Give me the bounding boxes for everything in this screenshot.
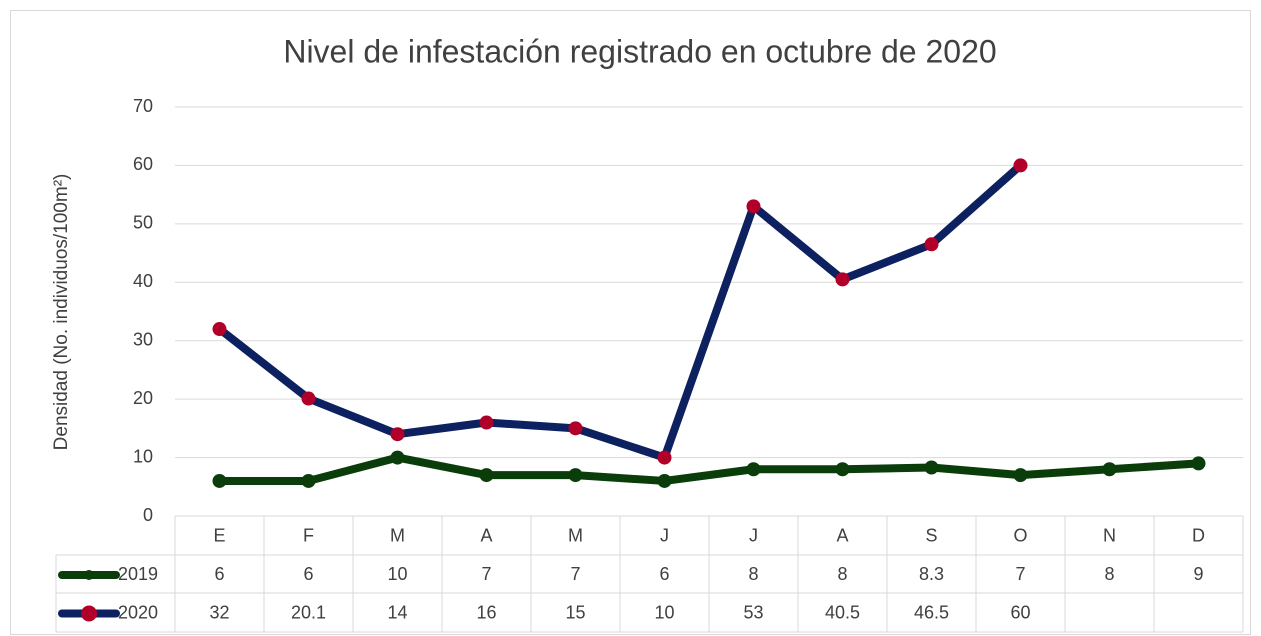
table-value: 8	[837, 564, 847, 584]
x-tick-label: M	[390, 525, 405, 545]
marker	[746, 462, 761, 477]
marker	[479, 415, 494, 430]
series-line	[217, 162, 1024, 462]
table-value: 10	[654, 602, 674, 622]
marker	[301, 391, 316, 406]
table-value: 9	[1193, 564, 1203, 584]
marker	[212, 473, 227, 488]
table-value: 8	[748, 564, 758, 584]
y-tick-label: 40	[133, 271, 153, 291]
marker	[835, 272, 850, 287]
marker	[390, 450, 405, 465]
marker	[1013, 468, 1028, 483]
marker	[746, 199, 761, 214]
legend-label: 2020	[118, 602, 158, 622]
marker	[924, 237, 939, 252]
table-value: 6	[303, 564, 313, 584]
table-value: 7	[481, 564, 491, 584]
table-value: 8	[1104, 564, 1114, 584]
marker	[212, 322, 227, 337]
table-value: 8.3	[919, 564, 944, 584]
y-tick-label: 20	[133, 388, 153, 408]
legend-marker	[81, 605, 97, 622]
chart-title: Nivel de infestación registrado en octub…	[283, 33, 996, 69]
x-tick-label: N	[1103, 525, 1116, 545]
x-tick-label: M	[568, 525, 583, 545]
marker	[1191, 456, 1206, 471]
legend-marker	[84, 570, 94, 580]
x-tick-label: O	[1013, 525, 1027, 545]
table-value: 60	[1010, 602, 1030, 622]
y-tick-label: 0	[143, 505, 153, 525]
marker	[657, 450, 672, 465]
table-value: 32	[209, 602, 229, 622]
x-tick-label: E	[213, 525, 225, 545]
y-axis-label: Densidad (No. individuos/100m²)	[51, 174, 72, 451]
marker	[1013, 158, 1028, 173]
y-tick-label: 30	[133, 329, 153, 349]
table-value: 16	[476, 602, 496, 622]
y-tick-label: 10	[133, 446, 153, 466]
table-value: 46.5	[914, 602, 949, 622]
x-tick-label: F	[303, 525, 314, 545]
marker	[835, 462, 850, 477]
marker	[657, 473, 672, 488]
y-tick-label: 50	[133, 213, 153, 233]
marker	[1102, 462, 1117, 477]
table-value: 20.1	[291, 602, 326, 622]
series-line	[219, 453, 1199, 485]
table-value: 40.5	[825, 602, 860, 622]
table-value: 7	[570, 564, 580, 584]
marker	[479, 468, 494, 483]
marker	[568, 468, 583, 483]
x-tick-label: J	[660, 525, 669, 545]
table-value: 15	[565, 602, 585, 622]
y-tick-label: 60	[133, 154, 153, 174]
table-value: 6	[659, 564, 669, 584]
x-tick-label: A	[836, 525, 848, 545]
table-value: 53	[743, 602, 763, 622]
x-tick-label: D	[1192, 525, 1205, 545]
marker	[390, 427, 405, 442]
marker	[568, 421, 583, 436]
x-tick-label: A	[480, 525, 492, 545]
legend-label: 2019	[118, 564, 158, 584]
table-value: 10	[387, 564, 407, 584]
x-tick-label: S	[925, 525, 937, 545]
x-tick-label: J	[749, 525, 758, 545]
table-value: 7	[1015, 564, 1025, 584]
table-value: 14	[387, 602, 407, 622]
y-tick-label: 70	[133, 96, 153, 116]
table-value: 6	[214, 564, 224, 584]
marker	[301, 473, 316, 488]
marker	[924, 460, 939, 475]
